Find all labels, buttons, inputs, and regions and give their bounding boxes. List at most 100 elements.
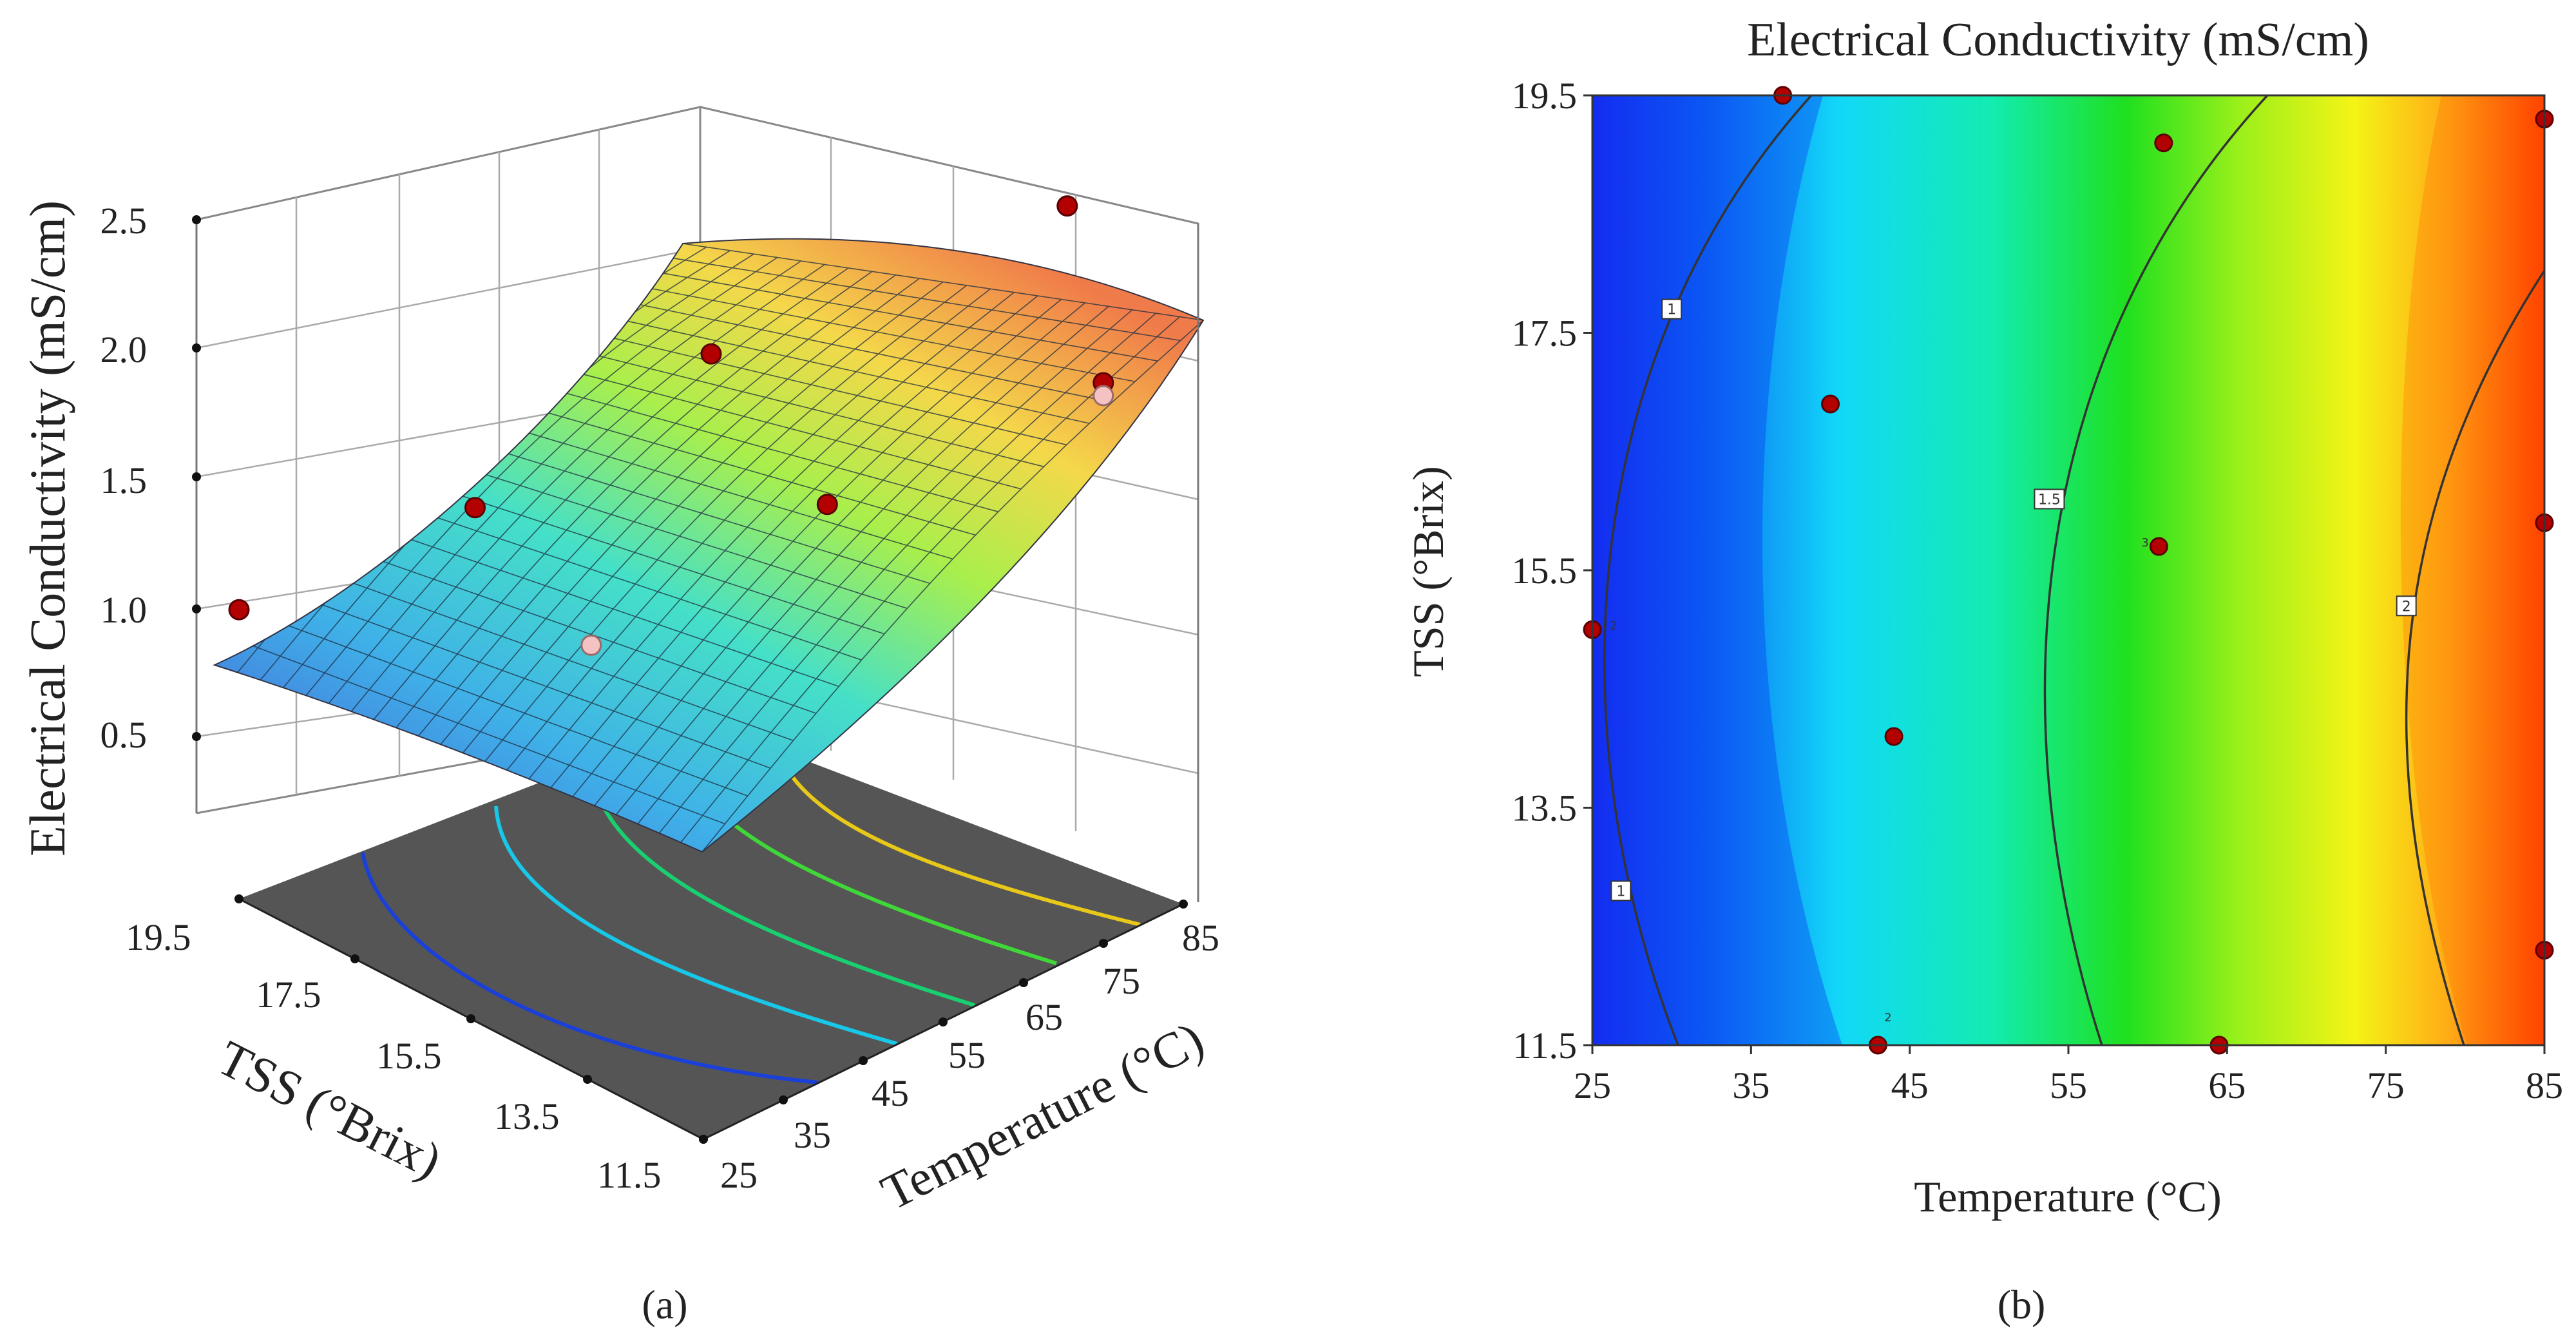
contour-label: 1 [1616,883,1625,900]
contour-label-box [2034,488,2065,510]
temp-tick-label: 25 [720,1154,758,1196]
temp-tick-label: 45 [872,1072,909,1114]
surface-mesh-line [591,302,1085,810]
contour-label: 1 [1667,302,1676,318]
surface-mesh-line [524,292,1015,785]
surface-mesh-line [568,298,1062,802]
tss-tick-label: 17.5 [256,974,321,1016]
design-point [580,634,602,656]
x-tick-label: 85 [2526,1064,2563,1106]
design-point [816,494,838,515]
tss-tick-label: 11.5 [597,1154,661,1196]
surface-mesh-line [347,264,825,717]
z-tick-mark [192,732,201,741]
contour-field [1592,95,2544,1045]
contour-y-axis: 11.5 13.5 15.5 17.5 19.5 [1512,75,1592,1066]
surface-mesh-line [414,275,896,742]
z-tick-label: 1.0 [100,589,148,631]
tss-tick-mark [350,954,359,963]
design-points [228,195,1114,656]
surface-mesh-line [435,278,920,751]
temp-tick-label: 75 [1103,960,1140,1002]
z-tick-mark [192,343,201,352]
contour-plot-panel: Electrical Conductivity (mS/cm) 111.52 2… [1404,14,2563,1327]
temp-tick-label: 85 [1182,917,1219,959]
surface-mesh-line [701,320,1203,853]
temp-tick-label: 65 [1026,996,1063,1038]
x-tick-label: 45 [1891,1064,1929,1106]
contour-y-axis-label: TSS (°Brix) [1404,466,1453,677]
temp-tick-mark [1019,978,1028,987]
z-tick-label: 2.0 [100,329,148,371]
temp-tick-mark [1179,900,1188,909]
surface-mesh-line [657,313,1157,836]
surface-mesh-line [325,260,802,708]
design-point [700,343,722,365]
z-tick-label: 1.5 [100,459,148,501]
y-tick-label: 19.5 [1512,75,1578,117]
surface-mesh-line [391,271,873,734]
tss-tick-mark [234,894,243,903]
tss-tick-label: 13.5 [494,1095,560,1137]
contour-data-point [2154,133,2173,153]
x-tick-label: 25 [1574,1064,1611,1106]
x-tick-label: 75 [2367,1064,2405,1106]
z-tick-label: 0.5 [100,714,148,756]
response-surface [213,238,1205,853]
surface-plot-panel: 0.5 1.0 1.5 2.0 2.5 Electrical Conductiv… [19,106,1219,1327]
contour-lines [1603,95,2544,1045]
z-tick-mark [192,604,201,613]
y-tick-label: 15.5 [1512,550,1578,592]
contour-data-point [1821,394,1840,414]
floor-plane [239,720,1183,1139]
contour-label-box [1661,298,1683,320]
temp-tick-mark [699,1135,708,1144]
contour-x-axis: 25 35 45 55 65 75 85 [1574,1045,2563,1106]
z-axis-label: Electrical Conductivity (mS/cm) [19,200,75,856]
design-point [1092,385,1114,407]
surface-mesh-line [635,309,1133,827]
x-tick-label: 65 [2208,1064,2246,1106]
contour-label: 2 [2402,599,2411,615]
temperature-axis-label: Temperature (°C) [872,1010,1212,1220]
tss-tick-label: 19.5 [126,916,191,958]
temp-tick-mark [779,1095,788,1104]
design-point [1056,195,1078,217]
panel-b-label: (b) [1998,1282,2046,1327]
contour-data-point [2149,537,2168,556]
z-tick-label: 2.5 [100,200,148,242]
contour-label: 1.5 [2038,492,2061,508]
contour-label-box [1610,880,1632,901]
x-tick-label: 35 [1732,1064,1770,1106]
contour-label-box [2396,595,2417,617]
tss-tick-mark [466,1014,475,1023]
design-point [464,497,486,519]
design-point [228,599,250,621]
surface-mesh-line [302,256,778,700]
front-frame [195,220,1199,902]
surface-mesh-line [502,288,991,776]
temp-tick-label: 55 [948,1034,986,1076]
z-tick-mark [192,215,201,224]
y-tick-label: 11.5 [1513,1025,1577,1066]
contour-x-axis-label: Temperature (°C) [1914,1172,2221,1221]
temp-tick-mark [939,1017,948,1026]
x-tick-label: 55 [2050,1064,2087,1106]
replicate-tag: 2 [1884,1011,1891,1025]
contour-data-point [1884,727,1903,746]
point-tags: 2 2 3 [1610,536,2149,1025]
z-tick-mark [192,472,201,481]
tss-tick-mark [583,1075,592,1084]
surface-mesh-line [480,285,968,767]
z-axis: 0.5 1.0 1.5 2.0 2.5 Electrical Conductiv… [19,200,201,856]
y-tick-label: 17.5 [1512,313,1578,354]
contour-title: Electrical Conductivity (mS/cm) [1747,14,2369,66]
panel-a-label: (a) [642,1282,687,1327]
temp-tick-label: 35 [794,1114,831,1156]
replicate-tag: 3 [2141,536,2148,550]
replicate-tag: 2 [1610,619,1617,633]
contour-labels: 111.52 [1610,298,2417,901]
temp-tick-mark [1099,939,1108,948]
surface-mesh-line [613,305,1109,818]
